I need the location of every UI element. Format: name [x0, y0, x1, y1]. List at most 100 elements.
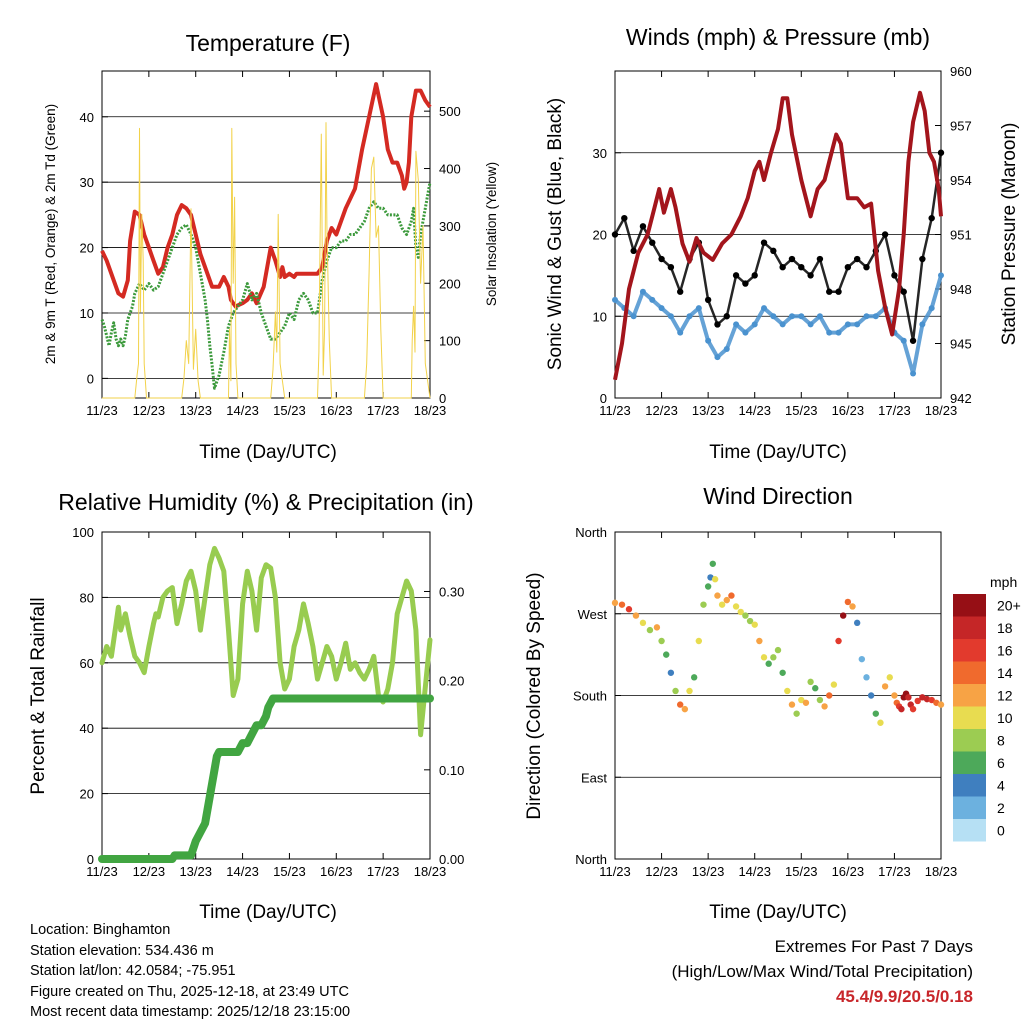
- winds-y2tick-label: 945: [950, 337, 972, 352]
- winds-series-gust-trace: [613, 152, 943, 343]
- direction-series-direction-point: [765, 660, 772, 667]
- extremes-values: 45.4/9.9/20.5/0.18: [835, 987, 973, 1006]
- direction-series-direction-point: [756, 637, 763, 645]
- humidity-ytick-label: 40: [80, 721, 94, 736]
- humidity-y2tick-label: 0.10: [439, 763, 464, 778]
- temperature-ytick-label: 40: [80, 110, 94, 125]
- temperature-xtick-label: 16/23: [320, 403, 353, 418]
- winds-xtick-label: 15/23: [785, 403, 818, 418]
- direction-series-direction-point: [770, 654, 777, 661]
- winds-ylabel: Sonic Wind & Gust (Blue, Black): [545, 98, 566, 370]
- winds-xtick-label: 18/23: [925, 403, 958, 418]
- direction-series-direction-point: [867, 692, 875, 699]
- temperature-y2tick-label: 100: [439, 334, 461, 349]
- winds-xtick-label: 11/23: [599, 403, 631, 418]
- direction-series-direction-point: [816, 696, 824, 704]
- colorbar-swatch: [953, 796, 986, 819]
- direction-series-direction-point: [905, 694, 912, 701]
- direction-series-direction-point: [830, 681, 838, 688]
- direction-series-direction-point: [625, 606, 633, 613]
- temperature-xtick-label: 18/23: [414, 403, 447, 418]
- direction-series-direction-point: [714, 592, 721, 599]
- temperature-ytick-label: 10: [80, 306, 94, 321]
- direction-series-direction-point: [639, 619, 647, 627]
- direction-series-direction-point: [858, 655, 866, 663]
- direction-series-direction-point: [798, 696, 805, 704]
- direction-series-direction-point: [709, 560, 716, 567]
- humidity-title: Relative Humidity (%) & Precipitation (i…: [58, 489, 473, 515]
- direction-ytick-label: South: [573, 689, 607, 704]
- direction-xtick-label: 11/23: [599, 864, 631, 879]
- colorbar-swatch: [953, 819, 986, 842]
- colorbar-swatch: [953, 661, 986, 684]
- colorbar-swatch: [953, 616, 986, 639]
- winds-y2tick-label: 948: [950, 282, 972, 297]
- direction-series-direction-point: [863, 674, 870, 681]
- humidity-series-precip: [98, 694, 434, 863]
- winds-y2tick-label: 942: [950, 391, 972, 406]
- direction-xtick-label: 15/23: [785, 864, 818, 879]
- panel-direction: Wind Direction Time (Day/UTC) Direction (C…: [524, 483, 1021, 923]
- direction-series-direction-point: [812, 685, 819, 692]
- direction-series-direction-point: [653, 624, 661, 631]
- direction-series-direction-point: [667, 669, 675, 676]
- colorbar-swatch: [953, 751, 986, 774]
- winds-y2label: Station Pressure (Maroon): [999, 123, 1020, 346]
- temperature-ytick-label: 0: [87, 371, 94, 386]
- winds-y2tick-label: 957: [950, 119, 972, 134]
- panel-winds: Winds (mph) & Pressure (mb) Time (Day/UTC…: [545, 24, 1020, 463]
- humidity-xtick-label: 16/23: [320, 864, 353, 879]
- humidity-ytick-label: 20: [80, 787, 94, 802]
- direction-series-direction-point: [793, 710, 800, 717]
- speed-colorbar: mph 20+ 18 16 14 12 10 8 6 4 2 0: [953, 574, 1021, 842]
- winds-xtick-label: 17/23: [878, 403, 911, 418]
- temperature-ytick-label: 20: [80, 241, 94, 256]
- humidity-ytick-label: 60: [80, 656, 94, 671]
- direction-series-direction-point: [891, 692, 898, 699]
- winds-title: Winds (mph) & Pressure (mb): [626, 24, 930, 50]
- extremes-subtitle: (High/Low/Max Wind/Total Precipitation): [671, 962, 973, 981]
- direction-ytick-label: North: [575, 852, 607, 867]
- temperature-ylabel: 2m & 9m T (Red, Orange) & 2m Td (Green): [43, 104, 58, 364]
- colorbar-label: 18: [997, 620, 1013, 636]
- recent-data-timestamp: Most recent data timestamp: 2025/12/18 2…: [30, 1004, 351, 1021]
- colorbar-swatch: [953, 639, 986, 662]
- direction-series-direction-point: [728, 592, 735, 599]
- direction-series-direction-point: [898, 705, 905, 713]
- direction-series-direction-point: [677, 701, 684, 708]
- direction-series-direction-point: [723, 596, 730, 604]
- winds-y2tick-label: 960: [950, 64, 972, 79]
- direction-series-direction-point: [686, 687, 693, 695]
- colorbar-label: 8: [997, 732, 1005, 748]
- direction-series-direction-point: [840, 612, 847, 619]
- humidity-ytick-label: 80: [80, 590, 94, 605]
- humidity-series-rh: [99, 545, 433, 738]
- colorbar-label: 0: [997, 822, 1005, 838]
- direction-series-direction-point: [681, 705, 689, 713]
- direction-series-direction-point: [695, 637, 703, 645]
- humidity-y2tick-label: 0.30: [439, 584, 464, 599]
- humidity-ylabel: Percent & Total Rainfall: [28, 597, 49, 794]
- direction-series-direction-point: [779, 669, 786, 676]
- temperature-y2tick-label: 400: [439, 162, 461, 177]
- winds-ytick-label: 30: [593, 146, 607, 161]
- direction-xtick-label: 12/23: [645, 864, 678, 879]
- humidity-xtick-label: 17/23: [367, 864, 400, 879]
- humidity-xtick-label: 11/23: [86, 864, 118, 879]
- direction-xlabel: Time (Day/UTC): [709, 902, 847, 923]
- station-latlon: Station lat/lon: 42.0584; -75.951: [30, 963, 236, 980]
- humidity-ytick-label: 100: [72, 525, 94, 540]
- temperature-y2tick-label: 300: [439, 219, 461, 234]
- humidity-xtick-label: 14/23: [226, 864, 259, 879]
- colorbar-swatch: [953, 684, 986, 707]
- colorbar-swatch: [953, 774, 986, 797]
- figure-created: Figure created on Thu, 2025-12-18, at 23…: [30, 983, 349, 1000]
- humidity-xtick-label: 12/23: [133, 864, 166, 879]
- direction-xtick-label: 17/23: [878, 864, 911, 879]
- direction-ytick-label: North: [575, 525, 607, 540]
- colorbar-label: 14: [997, 665, 1013, 681]
- direction-series-direction-point: [849, 603, 856, 610]
- direction-series-direction-point: [821, 703, 828, 710]
- winds-y2tick-label: 954: [950, 173, 972, 188]
